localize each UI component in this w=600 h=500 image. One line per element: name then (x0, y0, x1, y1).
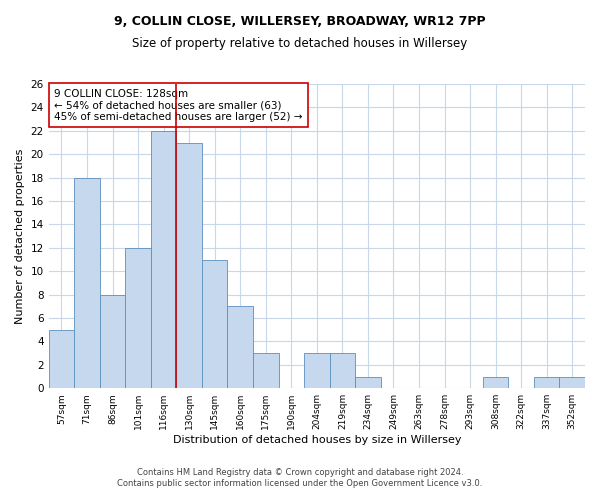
Y-axis label: Number of detached properties: Number of detached properties (15, 148, 25, 324)
Bar (304, 353, 329, 388)
Bar (176, 142, 202, 388)
Bar (253, 353, 278, 388)
Bar (74, 178, 100, 388)
Bar (202, 260, 227, 388)
Bar (534, 376, 559, 388)
Bar (49, 330, 74, 388)
Bar (483, 376, 508, 388)
Bar (559, 376, 585, 388)
Bar (151, 131, 176, 388)
Text: 9, COLLIN CLOSE, WILLERSEY, BROADWAY, WR12 7PP: 9, COLLIN CLOSE, WILLERSEY, BROADWAY, WR… (114, 15, 486, 28)
X-axis label: Distribution of detached houses by size in Willersey: Distribution of detached houses by size … (173, 435, 461, 445)
Text: Size of property relative to detached houses in Willersey: Size of property relative to detached ho… (133, 38, 467, 51)
Bar (227, 306, 253, 388)
Bar (125, 248, 151, 388)
Bar (355, 376, 380, 388)
Text: 9 COLLIN CLOSE: 128sqm
← 54% of detached houses are smaller (63)
45% of semi-det: 9 COLLIN CLOSE: 128sqm ← 54% of detached… (54, 88, 302, 122)
Bar (100, 294, 125, 388)
Bar (329, 353, 355, 388)
Text: Contains HM Land Registry data © Crown copyright and database right 2024.
Contai: Contains HM Land Registry data © Crown c… (118, 468, 482, 487)
